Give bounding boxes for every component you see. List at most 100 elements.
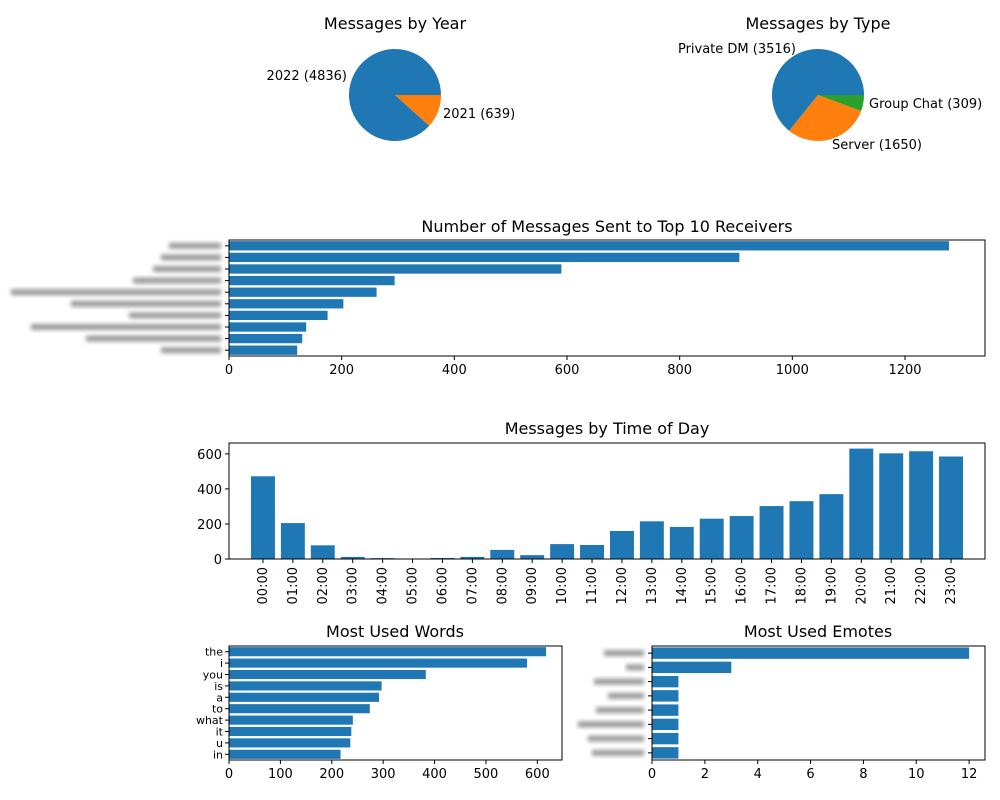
chart-title: Most Used Words [326,622,464,641]
redacted-label [169,242,221,249]
x-tick-label: 6 [806,767,814,782]
slice-label: Private DM (3516) [678,42,796,57]
y-tick-label: you [203,669,223,682]
redacted-label [592,749,644,756]
x-tick-label: 10 [908,767,925,782]
x-tick-label: 10:00 [555,567,570,604]
x-tick-label: 600 [555,363,580,378]
y-tick-label: the [205,646,223,659]
x-tick-label: 07:00 [465,567,480,604]
bar [229,715,353,725]
x-tick-label: 12:00 [615,567,630,604]
pie-slice [772,49,864,131]
pie-chart-type: Messages by Type Private DM (3516) Server… [678,14,982,153]
plot-frame [228,442,986,560]
bar [340,556,365,559]
x-tick-label: 1000 [776,363,809,378]
bar [229,726,352,737]
y-tick-label: in [213,748,223,761]
redacted-label [578,721,644,728]
chart-title: Number of Messages Sent to Top 10 Receiv… [421,217,792,236]
bar [729,516,754,559]
redacted-label [31,324,221,330]
bar [652,690,679,702]
bar [229,333,303,344]
x-tick-label: 400 [422,767,447,782]
y-tick-label: u [216,737,223,750]
x-tick-label: 09:00 [525,567,540,604]
bar [229,681,382,691]
x-tick-label: 0 [648,767,656,782]
bar [229,299,344,309]
redacted-label [129,312,221,319]
x-tick-label: 02:00 [316,567,331,604]
plot-frame [228,239,986,357]
bar [430,557,455,559]
x-tick-label: 4 [754,767,762,782]
chart-title: Messages by Time of Day [505,419,710,438]
bar [229,322,307,332]
chart-title: Messages by Year [324,14,467,33]
bar [520,555,545,559]
bar [229,749,341,759]
x-tick-label: 0 [225,363,233,378]
bar [229,692,380,702]
x-tick-label: 200 [319,767,344,782]
slice-label: 2022 (4836) [267,69,347,84]
pie-slice [818,95,864,111]
y-tick-label: 200 [197,518,222,533]
bar-chart-emotes: Most Used Emotes 0 2 4 6 8 10 12 [578,622,986,782]
bar [490,549,515,559]
bar [229,252,740,263]
x-tick-label: 14:00 [675,567,690,604]
redacted-label [11,289,221,296]
x-tick-label: 0 [225,767,233,782]
bar [229,264,562,274]
bar [229,275,395,286]
x-tick-label: 08:00 [495,567,510,604]
y-tick-label: 0 [214,553,222,568]
y-tick-label: is [214,680,223,693]
x-tick-label: 16:00 [735,567,750,604]
y-tick-label: to [212,703,223,716]
bar [229,704,370,714]
plot-frame [228,645,563,761]
y-tick-label: a [216,691,223,704]
x-tick-label: 800 [667,363,692,378]
bar [250,476,275,559]
x-tick-label: 19:00 [824,567,839,604]
bar [609,530,634,559]
bar [229,647,547,657]
x-tick-label: 22:00 [914,567,929,604]
bar [229,669,426,680]
redacted-label [604,650,644,657]
slice-label: 2021 (639) [443,107,515,122]
x-tick-label: 2 [701,767,709,782]
bar [879,453,904,559]
redacted-label [596,707,644,714]
y-tick-label: what [196,714,224,727]
bar [229,658,528,668]
bar [819,494,844,559]
bar [849,448,874,559]
redacted-label [86,335,221,342]
bar [759,506,784,559]
pie-slice [789,95,862,141]
x-tick-label: 17:00 [765,567,780,604]
x-tick-label: 11:00 [585,567,600,604]
bar [229,738,351,748]
bar [789,501,814,559]
bar [229,310,328,321]
y-tick-label: 600 [197,448,222,463]
bar [280,523,305,559]
x-tick-label: 04:00 [376,567,391,604]
bar [939,456,964,559]
redacted-label [588,735,644,742]
redacted-label [161,347,221,354]
x-tick-label: 200 [329,363,354,378]
redacted-label [594,678,644,685]
bar [229,345,298,355]
pie-slice [349,48,441,141]
bar [310,545,335,559]
